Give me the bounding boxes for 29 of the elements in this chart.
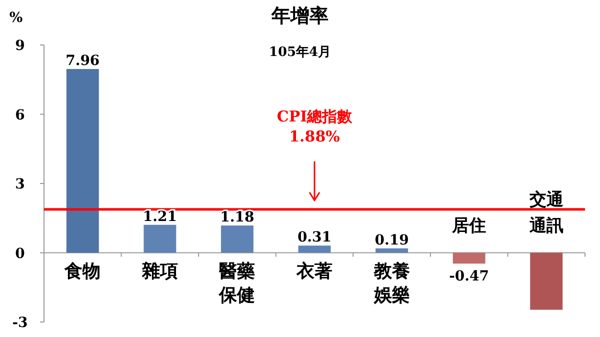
data-label: 7.96 xyxy=(66,53,100,70)
data-label: -0.47 xyxy=(449,268,490,285)
x-tick-label: 醫藥保健 xyxy=(218,260,256,306)
y-tick-label: 3 xyxy=(15,176,25,192)
bar xyxy=(452,252,486,264)
y-tick-label: 0 xyxy=(15,246,26,262)
bar xyxy=(376,248,408,253)
bar xyxy=(220,226,254,253)
chart-subtitle: 105年4月 xyxy=(268,45,332,60)
data-label: 1.21 xyxy=(142,208,177,225)
y-tick-label: -3 xyxy=(12,315,28,331)
y-axis-title: % xyxy=(9,10,23,26)
ref-line-label: CPI總指數 1.88% xyxy=(276,107,354,146)
y-tick-label: 9 xyxy=(15,38,25,54)
bar xyxy=(144,224,176,253)
x-tick-label: 教養娛樂 xyxy=(372,260,410,306)
data-label: 1.18 xyxy=(220,210,254,226)
y-tick-label: 6 xyxy=(15,107,25,124)
x-tick-label: 衣著 xyxy=(296,260,332,282)
x-tick-label: 交通通訊 xyxy=(528,190,564,236)
x-tick-label: 居住 xyxy=(451,216,486,236)
x-tick-label: 食物 xyxy=(64,260,101,282)
bar xyxy=(66,69,99,253)
data-label: 0.31 xyxy=(297,230,332,246)
bar xyxy=(298,246,331,253)
x-tick-label: 雜項 xyxy=(140,260,178,282)
chart-title: 年增率 xyxy=(270,5,328,27)
data-label: 0.19 xyxy=(374,232,409,248)
bar xyxy=(530,252,563,310)
